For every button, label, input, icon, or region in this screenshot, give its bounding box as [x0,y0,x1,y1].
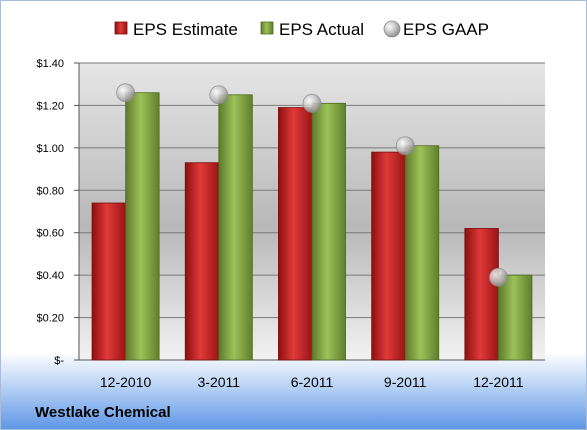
y-axis-ticks: $- $0.20 $0.40 $0.60 $0.80 $1.00 $1.20 $1.40 [36,58,64,367]
legend-swatch [114,21,128,35]
bars [91,83,533,361]
company-name: Westlake Chemical [35,404,171,421]
y-tick-label: $0.20 [36,313,64,325]
marker-eps-gaap [116,83,135,103]
y-tick-label: $1.00 [36,143,64,155]
bar-eps-actual [125,92,160,361]
marker-eps-gaap [488,267,508,287]
bar-eps-estimate [184,162,220,361]
legend-label: EPS Actual [279,20,364,39]
x-category-label: 6-2011 [291,374,334,390]
bar-eps-actual [311,102,346,361]
marker-eps-gaap [395,136,415,156]
legend-label: EPS Estimate [133,20,238,39]
x-category-label: 12-2010 [100,374,152,390]
bar-eps-actual [218,94,253,361]
y-tick-label: $0.60 [36,228,64,240]
bar-eps-estimate [371,151,406,361]
bar-eps-estimate [278,107,313,361]
y-tick-label: $1.40 [36,58,64,70]
legend-swatch [260,21,274,35]
marker-eps-gaap [209,85,229,105]
x-axis-labels: 12-2010 3-2011 6-2011 9-2011 12-2011 [100,374,524,390]
y-tick-label: $1.20 [36,100,64,112]
y-tick-label: $- [54,355,64,367]
bar-eps-actual [404,145,440,361]
legend-label: EPS GAAP [403,20,489,39]
marker-eps-gaap [302,93,322,113]
x-category-label: 9-2011 [384,374,427,390]
bar-eps-estimate [91,202,126,361]
legend: EPS Estimate EPS Actual EPS GAAP [114,20,489,39]
x-category-label: 3-2011 [198,374,241,390]
legend-swatch [383,20,401,38]
y-tick-label: $0.80 [36,185,64,197]
bar-eps-actual [497,274,533,361]
x-category-label: 12-2011 [473,374,524,390]
bar-eps-estimate [464,228,499,361]
y-tick-label: $0.40 [36,270,64,282]
